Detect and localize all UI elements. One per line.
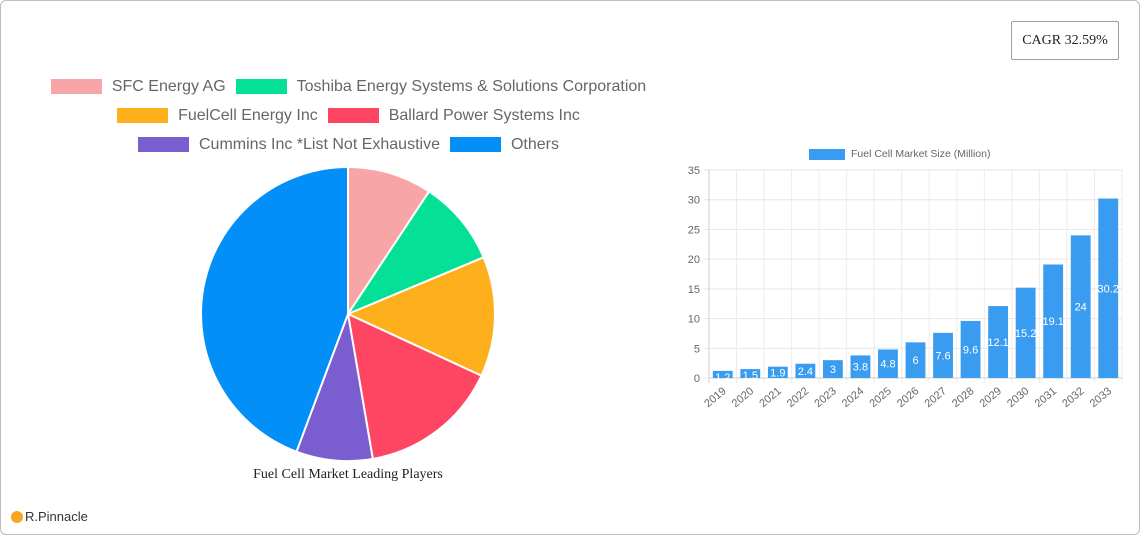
legend-item-others[interactable]: Others <box>449 135 559 154</box>
svg-text:2025: 2025 <box>867 385 893 410</box>
svg-text:2026: 2026 <box>895 385 921 410</box>
svg-text:2028: 2028 <box>950 385 976 410</box>
bar[interactable] <box>988 306 1009 378</box>
svg-text:3: 3 <box>830 364 836 376</box>
svg-text:2033: 2033 <box>1088 385 1114 410</box>
legend-item-ballard[interactable]: Ballard Power Systems Inc <box>327 106 580 125</box>
pie-slice[interactable] <box>200 165 349 453</box>
svg-text:2031: 2031 <box>1033 385 1059 410</box>
svg-text:2019: 2019 <box>702 385 728 410</box>
logo-text: R.Pinnacle <box>25 509 88 524</box>
legend-item-toshiba[interactable]: Toshiba Energy Systems & Solutions Corpo… <box>235 77 647 96</box>
svg-text:9.6: 9.6 <box>963 344 978 356</box>
bar[interactable] <box>822 360 843 378</box>
legend-item-fuelcell[interactable]: FuelCell Energy Inc <box>117 107 318 125</box>
bar[interactable] <box>960 320 981 378</box>
svg-text:19.1: 19.1 <box>1042 316 1063 328</box>
legend-label: Fuel Cell Market Size (Million) <box>851 148 991 160</box>
bar[interactable] <box>740 369 761 378</box>
svg-text:1.5: 1.5 <box>743 370 758 382</box>
pie-slice[interactable] <box>345 256 496 378</box>
svg-text:1.9: 1.9 <box>770 368 785 380</box>
cagr-badge: CAGR 32.59% <box>1011 21 1119 60</box>
svg-text:15.2: 15.2 <box>1015 328 1036 340</box>
svg-text:25: 25 <box>688 224 700 236</box>
legend-label: SFC Energy AG <box>111 77 226 95</box>
svg-text:2021: 2021 <box>757 385 783 410</box>
legend-swatch <box>327 108 379 123</box>
bar[interactable] <box>933 332 953 378</box>
svg-text:2027: 2027 <box>922 385 948 410</box>
svg-text:20: 20 <box>688 254 700 266</box>
legend-label: Ballard Power Systems Inc <box>388 106 580 124</box>
legend-label: Others <box>510 135 559 153</box>
bar[interactable] <box>878 349 898 378</box>
bar[interactable] <box>767 366 788 378</box>
legend-swatch <box>117 108 169 123</box>
svg-text:15: 15 <box>688 284 700 296</box>
legend-swatch <box>449 137 501 152</box>
legend-swatch <box>809 148 845 160</box>
bar[interactable] <box>1070 235 1091 378</box>
bar[interactable] <box>1098 198 1119 378</box>
brand-logo: R.Pinnacle <box>11 509 88 524</box>
svg-text:12.1: 12.1 <box>987 337 1008 349</box>
svg-text:2020: 2020 <box>730 385 756 410</box>
pie-legend: SFC Energy AG Toshiba Energy Systems & S… <box>0 72 697 159</box>
legend-swatch <box>235 79 287 94</box>
pie-chart <box>200 165 496 462</box>
svg-text:1.2: 1.2 <box>715 372 730 384</box>
pie-chart-title: Fuel Cell Market Leading Players <box>253 467 443 482</box>
bar[interactable] <box>1043 264 1064 378</box>
bar[interactable] <box>905 342 926 378</box>
bar-legend[interactable]: Fuel Cell Market Size (Million) <box>809 148 990 160</box>
bar-chart: 051015202530351.220191.520201.920212.420… <box>688 165 1123 410</box>
svg-text:10: 10 <box>688 314 700 326</box>
pie-slice[interactable] <box>347 165 431 318</box>
bar[interactable] <box>1015 287 1036 378</box>
svg-text:0: 0 <box>694 373 700 385</box>
svg-text:3.8: 3.8 <box>853 362 868 374</box>
legend-label: FuelCell Energy Inc <box>178 106 318 124</box>
legend-label: Toshiba Energy Systems & Solutions Corpo… <box>296 77 647 95</box>
legend-label: Cummins Inc *List Not Exhaustive <box>199 135 440 153</box>
bar[interactable] <box>850 355 871 378</box>
svg-text:2023: 2023 <box>812 385 838 410</box>
svg-text:6: 6 <box>912 355 918 367</box>
legend-item-sfc[interactable]: SFC Energy AG <box>50 77 226 96</box>
legend-swatch <box>50 79 102 94</box>
svg-text:2.4: 2.4 <box>798 366 813 378</box>
svg-text:30: 30 <box>688 195 700 207</box>
svg-text:2022: 2022 <box>785 385 811 410</box>
legend-swatch <box>138 137 189 152</box>
svg-text:2024: 2024 <box>840 385 866 410</box>
logo-icon <box>11 510 23 523</box>
svg-text:5: 5 <box>694 343 700 355</box>
svg-text:4.8: 4.8 <box>880 359 895 371</box>
svg-text:2030: 2030 <box>1005 385 1031 410</box>
bar[interactable] <box>795 363 816 378</box>
pie-slice[interactable] <box>345 190 485 317</box>
svg-text:30.2: 30.2 <box>1098 283 1119 295</box>
svg-text:7.6: 7.6 <box>935 350 950 362</box>
legend-item-cummins[interactable]: Cummins Inc *List Not Exhaustive <box>138 136 440 154</box>
svg-text:24: 24 <box>1075 302 1087 314</box>
bar[interactable] <box>712 370 733 378</box>
pie-slice[interactable] <box>346 312 483 461</box>
svg-text:35: 35 <box>688 165 700 177</box>
svg-text:2032: 2032 <box>1060 385 1086 410</box>
svg-text:2029: 2029 <box>978 385 1004 410</box>
